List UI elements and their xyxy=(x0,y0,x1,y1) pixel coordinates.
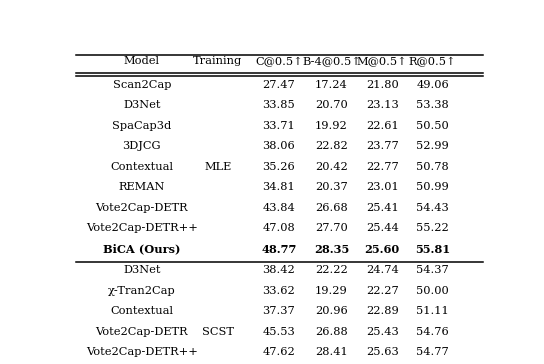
Text: 51.11: 51.11 xyxy=(416,306,449,316)
Text: 25.63: 25.63 xyxy=(366,347,398,357)
Text: 50.00: 50.00 xyxy=(416,286,449,296)
Text: C@0.5↑: C@0.5↑ xyxy=(255,56,302,66)
Text: 54.76: 54.76 xyxy=(416,327,449,337)
Text: 50.78: 50.78 xyxy=(416,162,449,172)
Text: 21.80: 21.80 xyxy=(366,80,398,90)
Text: Vote2Cap-DETR++: Vote2Cap-DETR++ xyxy=(86,347,197,357)
Text: Vote2Cap-DETR++: Vote2Cap-DETR++ xyxy=(86,223,197,233)
Text: 37.37: 37.37 xyxy=(262,306,295,316)
Text: 54.77: 54.77 xyxy=(416,347,449,357)
Text: 55.22: 55.22 xyxy=(416,223,449,233)
Text: Scan2Cap: Scan2Cap xyxy=(113,80,171,90)
Text: 17.24: 17.24 xyxy=(315,80,348,90)
Text: 54.37: 54.37 xyxy=(416,265,449,275)
Text: 33.62: 33.62 xyxy=(262,286,295,296)
Text: 47.62: 47.62 xyxy=(262,347,295,357)
Text: Model: Model xyxy=(124,56,160,66)
Text: 22.27: 22.27 xyxy=(366,286,398,296)
Text: SpaCap3d: SpaCap3d xyxy=(112,121,171,131)
Text: 22.61: 22.61 xyxy=(366,121,398,131)
Text: 38.06: 38.06 xyxy=(262,141,295,151)
Text: Training: Training xyxy=(193,56,242,66)
Text: 22.22: 22.22 xyxy=(315,265,348,275)
Text: Vote2Cap-DETR: Vote2Cap-DETR xyxy=(95,203,188,213)
Text: 55.81: 55.81 xyxy=(415,244,450,255)
Text: 23.01: 23.01 xyxy=(366,182,398,192)
Text: 45.53: 45.53 xyxy=(262,327,295,337)
Text: Vote2Cap-DETR: Vote2Cap-DETR xyxy=(95,327,188,337)
Text: 33.85: 33.85 xyxy=(262,100,295,110)
Text: D3Net: D3Net xyxy=(123,265,160,275)
Text: χ-Tran2Cap: χ-Tran2Cap xyxy=(108,286,176,296)
Text: 20.70: 20.70 xyxy=(315,100,348,110)
Text: D3Net: D3Net xyxy=(123,100,160,110)
Text: 47.08: 47.08 xyxy=(262,223,295,233)
Text: M@0.5↑: M@0.5↑ xyxy=(357,56,407,66)
Text: 50.99: 50.99 xyxy=(416,182,449,192)
Text: 26.68: 26.68 xyxy=(315,203,348,213)
Text: 19.29: 19.29 xyxy=(315,286,348,296)
Text: 23.13: 23.13 xyxy=(366,100,398,110)
Text: 53.38: 53.38 xyxy=(416,100,449,110)
Text: 48.77: 48.77 xyxy=(261,244,296,255)
Text: 28.35: 28.35 xyxy=(314,244,349,255)
Text: SCST: SCST xyxy=(202,327,234,337)
Text: 20.42: 20.42 xyxy=(315,162,348,172)
Text: 33.71: 33.71 xyxy=(262,121,295,131)
Text: 26.88: 26.88 xyxy=(315,327,348,337)
Text: 22.82: 22.82 xyxy=(315,141,348,151)
Text: 27.47: 27.47 xyxy=(262,80,295,90)
Text: 25.44: 25.44 xyxy=(366,223,398,233)
Text: B-4@0.5↑: B-4@0.5↑ xyxy=(302,56,361,66)
Text: 25.43: 25.43 xyxy=(366,327,398,337)
Text: REMAN: REMAN xyxy=(119,182,165,192)
Text: 38.42: 38.42 xyxy=(262,265,295,275)
Text: 54.43: 54.43 xyxy=(416,203,449,213)
Text: 19.92: 19.92 xyxy=(315,121,348,131)
Text: 49.06: 49.06 xyxy=(416,80,449,90)
Text: 20.96: 20.96 xyxy=(315,306,348,316)
Text: 24.74: 24.74 xyxy=(366,265,398,275)
Text: 27.70: 27.70 xyxy=(315,223,348,233)
Text: 34.81: 34.81 xyxy=(262,182,295,192)
Text: 25.60: 25.60 xyxy=(364,244,400,255)
Text: 43.84: 43.84 xyxy=(262,203,295,213)
Text: 28.41: 28.41 xyxy=(315,347,348,357)
Text: 20.37: 20.37 xyxy=(315,182,348,192)
Text: Contextual: Contextual xyxy=(110,162,174,172)
Text: R@0.5↑: R@0.5↑ xyxy=(409,56,456,66)
Text: MLE: MLE xyxy=(204,162,231,172)
Text: 35.26: 35.26 xyxy=(262,162,295,172)
Text: 52.99: 52.99 xyxy=(416,141,449,151)
Text: BiCA (Ours): BiCA (Ours) xyxy=(103,244,181,255)
Text: 22.89: 22.89 xyxy=(366,306,398,316)
Text: 22.77: 22.77 xyxy=(366,162,398,172)
Text: 25.41: 25.41 xyxy=(366,203,398,213)
Text: Contextual: Contextual xyxy=(110,306,174,316)
Text: 3DJCG: 3DJCG xyxy=(122,141,161,151)
Text: 50.50: 50.50 xyxy=(416,121,449,131)
Text: 23.77: 23.77 xyxy=(366,141,398,151)
